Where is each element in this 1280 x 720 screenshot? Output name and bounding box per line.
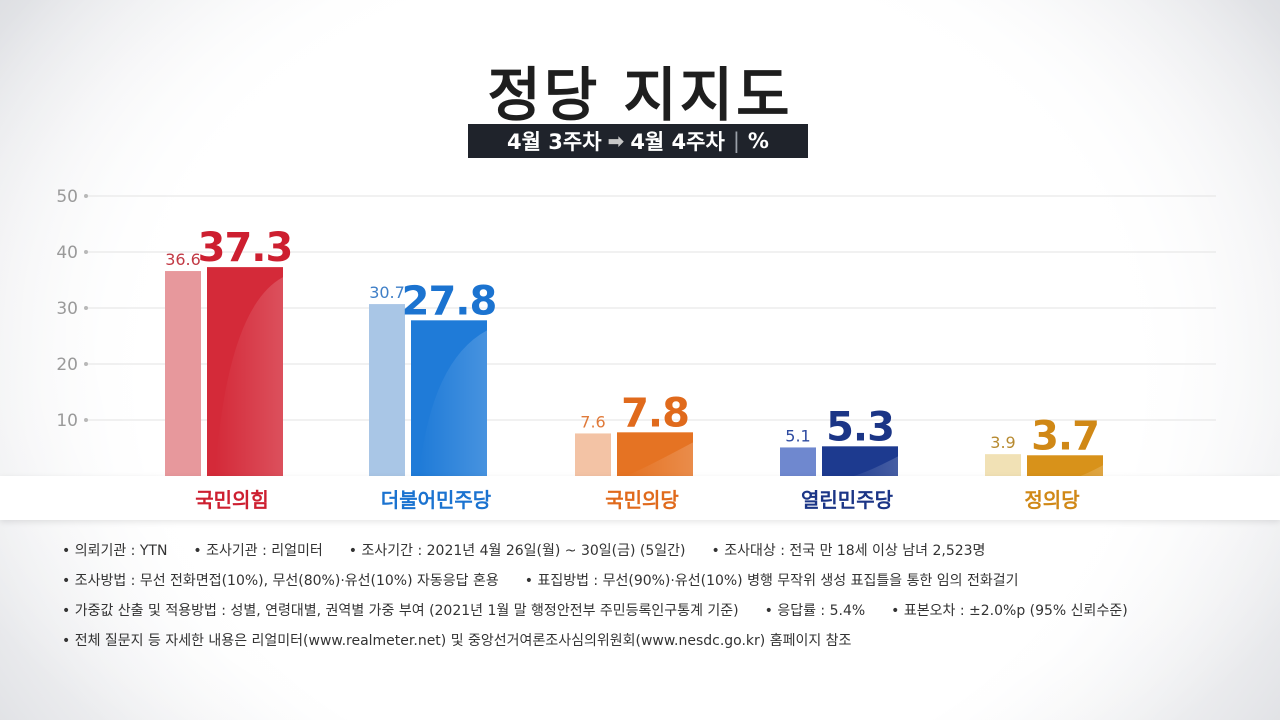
bar-curr bbox=[1027, 455, 1103, 476]
y-tick-label: 40 bbox=[56, 243, 78, 263]
note-item: • 표집방법 : 무선(90%)·유선(10%) 병행 무작위 생성 표집틀을 … bbox=[524, 573, 1019, 589]
value-label-prev: 36.6 bbox=[165, 250, 201, 269]
period-from: 4월 3주차 bbox=[507, 130, 602, 154]
tick-dot bbox=[84, 250, 88, 254]
bar-shine bbox=[830, 456, 898, 479]
value-label-curr: 37.3 bbox=[198, 225, 293, 271]
note-line: • 전체 질문지 등 자세한 내용은 리얼미터(www.realmeter.ne… bbox=[62, 626, 1242, 656]
tick-dot bbox=[84, 306, 88, 310]
y-tick-label: 20 bbox=[56, 355, 78, 375]
note-line: • 조사방법 : 무선 전화면접(10%), 무선(80%)·유선(10%) 자… bbox=[62, 566, 1242, 596]
category-label: 국민의당 bbox=[605, 488, 679, 512]
arrow-right-icon: ➡ bbox=[607, 129, 625, 153]
value-label-prev: 30.7 bbox=[369, 283, 405, 302]
note-item: • 표본오차 : ±2.0%p (95% 신뢰수준) bbox=[891, 603, 1128, 619]
bar-shine bbox=[419, 330, 487, 476]
note-item: • 조사기간 : 2021년 4월 26일(월) ~ 30일(금) (5일간) bbox=[348, 543, 686, 559]
separator: | bbox=[732, 129, 740, 153]
category-label: 정의당 bbox=[1024, 488, 1080, 512]
chart-title: 정당 지지도 bbox=[487, 61, 793, 129]
value-label-curr: 5.3 bbox=[826, 404, 894, 450]
category-label: 국민의힘 bbox=[195, 488, 269, 512]
unit-label: % bbox=[747, 129, 769, 153]
value-label-prev: 5.1 bbox=[785, 426, 810, 445]
bar-prev bbox=[165, 271, 201, 476]
note-item: • 전체 질문지 등 자세한 내용은 리얼미터(www.realmeter.ne… bbox=[62, 633, 852, 649]
y-tick-label: 10 bbox=[56, 411, 78, 431]
category-label: 더불어민주당 bbox=[380, 488, 492, 512]
y-tick-label: 50 bbox=[56, 187, 78, 207]
bar-prev bbox=[575, 433, 611, 476]
tick-dot bbox=[84, 362, 88, 366]
value-label-curr: 7.8 bbox=[621, 390, 689, 436]
note-item: • 응답률 : 5.4% bbox=[764, 603, 866, 619]
value-label-curr: 3.7 bbox=[1031, 413, 1099, 459]
value-label-curr: 27.8 bbox=[402, 278, 497, 324]
category-label: 열린민주당 bbox=[801, 488, 893, 512]
bar-prev bbox=[780, 447, 816, 476]
value-label-prev: 7.6 bbox=[580, 412, 605, 431]
note-line: • 가중값 산출 및 적용방법 : 성별, 연령대별, 권역별 가중 부여 (2… bbox=[62, 596, 1242, 626]
y-tick-label: 30 bbox=[56, 299, 78, 319]
note-item: • 조사방법 : 무선 전화면접(10%), 무선(80%)·유선(10%) 자… bbox=[62, 573, 499, 589]
note-item: • 의뢰기관 : YTN bbox=[62, 543, 168, 559]
survey-notes: • 의뢰기관 : YTN • 조사기관 : 리얼미터 • 조사기간 : 2021년 … bbox=[62, 536, 1242, 656]
note-item: • 조사기관 : 리얼미터 bbox=[193, 543, 323, 559]
chart-subtitle: 4월 3주차 ➡ 4월 4주차 | % bbox=[468, 124, 808, 158]
category-label-band bbox=[0, 476, 1280, 520]
bar-shine bbox=[215, 277, 283, 476]
value-label-prev: 3.9 bbox=[990, 433, 1015, 452]
note-item: • 가중값 산출 및 적용방법 : 성별, 연령대별, 권역별 가중 부여 (2… bbox=[62, 603, 739, 619]
tick-dot bbox=[84, 194, 88, 198]
bar-prev bbox=[985, 454, 1021, 476]
period-to: 4월 4주차 bbox=[630, 130, 725, 154]
tick-dot bbox=[84, 418, 88, 422]
bar-shine bbox=[625, 442, 693, 476]
bar-prev bbox=[369, 304, 405, 476]
note-item: • 조사대상 : 전국 만 18세 이상 남녀 2,523명 bbox=[711, 543, 986, 559]
note-line: • 의뢰기관 : YTN • 조사기관 : 리얼미터 • 조사기간 : 2021년 … bbox=[62, 536, 1242, 566]
